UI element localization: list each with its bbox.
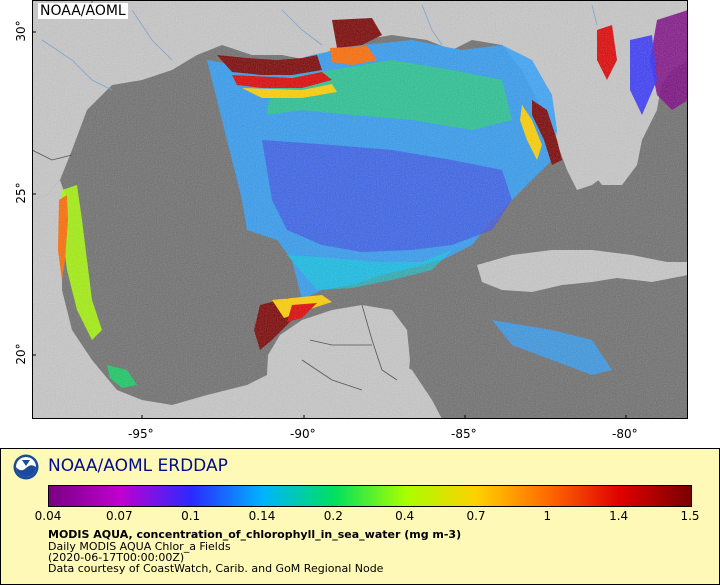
x-tick-95: -95° <box>128 427 154 441</box>
legend-dataset: Daily MODIS AQUA Chlor_a Fields <box>48 540 231 553</box>
legend-panel: NOAA/AOML ERDDAP MODIS AQUA, concentrati… <box>0 448 720 585</box>
map-frame <box>32 0 688 419</box>
colorbar-label: 0.04 <box>34 509 62 523</box>
legend-credit: Data courtesy of CoastWatch, Carib. and … <box>48 562 384 575</box>
colorbar <box>48 485 692 507</box>
colorbar-label: 0.1 <box>181 509 201 523</box>
x-tick-85: -85° <box>451 427 477 441</box>
colorbar-label: 1 <box>543 509 552 523</box>
borders <box>32 0 398 391</box>
legend-time: (2020-06-17T00:00:00Z) <box>48 551 185 564</box>
x-tick-90: -90° <box>290 427 316 441</box>
colorbar-label: 0.07 <box>105 509 133 523</box>
colorbar-label: 0.14 <box>248 509 276 523</box>
y-tick-30: 30° <box>14 20 28 42</box>
legend-variable: MODIS AQUA, concentration_of_chlorophyll… <box>48 528 462 541</box>
y-tick-20: 20° <box>14 343 28 365</box>
map-corner-label: NOAA/AOML <box>38 3 128 19</box>
colorbar-label: 1.5 <box>680 509 700 523</box>
colorbar-label: 0.2 <box>323 509 343 523</box>
noaa-logo-icon <box>13 454 39 480</box>
y-tick-25: 25° <box>14 182 28 204</box>
x-tick-80: -80° <box>612 427 638 441</box>
colorbar-label: 0.7 <box>466 509 486 523</box>
rivers <box>41 4 598 91</box>
map-noise <box>32 0 688 419</box>
legend-title: NOAA/AOML ERDDAP <box>48 456 228 476</box>
colorbar-label: 1.4 <box>609 509 629 523</box>
chlorophyll-map <box>32 0 688 419</box>
colorbar-label: 0.4 <box>395 509 415 523</box>
